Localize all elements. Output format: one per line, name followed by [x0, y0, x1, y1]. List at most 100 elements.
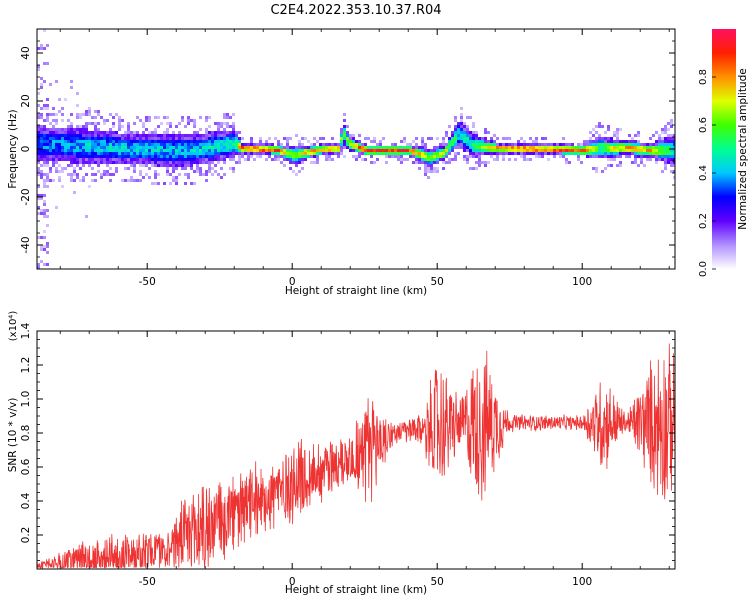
spectrogram-cell-594	[133, 155, 136, 158]
spectrogram-cell-186	[58, 110, 61, 113]
spectrogram-cell-2105	[667, 143, 670, 146]
spectrogram-cell-1061	[229, 137, 232, 140]
spectrogram-cell-2039	[646, 146, 649, 149]
spectrogram-cell-161	[52, 155, 55, 158]
spectrogram-y-tick-label: -40	[20, 236, 32, 253]
spectrogram-cell-1657	[475, 140, 478, 143]
spectrogram-cell-358	[88, 110, 91, 113]
spectrogram-cell-1205	[289, 155, 292, 158]
spectrogram-cell-890	[193, 140, 196, 143]
spectrogram-cell-367	[88, 149, 91, 152]
spectrogram-cell-898	[193, 170, 196, 173]
spectrogram-cell-2070	[658, 146, 661, 149]
spectrogram-cell-1318	[340, 149, 343, 152]
spectrogram-cell-792	[172, 170, 175, 173]
spectrogram-cell-1027	[220, 176, 223, 179]
spectrogram-cell-612	[136, 161, 139, 164]
spectrogram-cell-652	[145, 149, 148, 152]
spectrogram-cell-621	[139, 152, 142, 155]
spectrogram-cell-2041	[646, 152, 649, 155]
spectrogram-cell-998	[214, 170, 217, 173]
spectrogram-cell-667	[148, 149, 151, 152]
spectrogram-cell-2012	[634, 152, 637, 155]
spectrogram-cell-1148	[262, 149, 265, 152]
spectrogram-cell-1040	[223, 155, 226, 158]
spectrogram-cell-1497	[427, 158, 430, 161]
spectrogram-cell-1752	[517, 143, 520, 146]
spectrogram-cell-579	[130, 155, 133, 158]
spectrogram-cell-1838	[565, 146, 568, 149]
spectrogram-cell-2106	[667, 146, 670, 149]
spectrogram-cell-593	[133, 152, 136, 155]
spectrogram-cell-1661	[475, 152, 478, 155]
spectrogram-cell-1162	[271, 143, 274, 146]
spectrogram-cell-1368	[361, 158, 364, 161]
spectrogram-cell-250	[70, 122, 73, 125]
spectrogram-cell-43	[40, 137, 43, 140]
spectrogram-cell-200	[58, 176, 61, 179]
spectrogram-cell-584	[130, 179, 133, 182]
spectrogram-cell-1317	[340, 146, 343, 149]
spectrogram-cell-1964	[616, 134, 619, 137]
spectrogram-cell-1269	[316, 149, 319, 152]
spectrogram-cell-1509	[430, 164, 433, 167]
spectrogram-cell-356	[85, 215, 88, 218]
spectrogram-cell-130	[46, 263, 49, 266]
spectrogram-cell-2033	[643, 146, 646, 149]
spectrogram-cell-1527	[436, 167, 439, 170]
spectrogram-cell-654	[145, 155, 148, 158]
spectrogram-cell-1159	[268, 149, 271, 152]
snr-x-axis: -50 0 50 100	[59, 331, 670, 588]
spectrogram-cell-1342	[349, 146, 352, 149]
snr-y-axis: 0.20.40.60.81.01.21.4	[20, 322, 675, 570]
spectrogram-cell-402	[94, 152, 97, 155]
spectrogram-cell-967	[208, 155, 211, 158]
spectrogram-cell-2113	[670, 122, 673, 125]
spectrogram-cell-959	[208, 131, 211, 134]
spectrogram-cell-1452	[412, 140, 415, 143]
spectrogram-cell-2118	[670, 143, 673, 146]
spectrogram-cell-841	[184, 137, 187, 140]
spectrogram-cell-772	[169, 152, 172, 155]
spectrogram-cell-1818	[553, 146, 556, 149]
spectrogram-cell-674	[151, 131, 154, 134]
spectrogram-cell-478	[109, 152, 112, 155]
spectrogram-cell-1788	[535, 146, 538, 149]
spectrogram-cell-314	[79, 146, 82, 149]
spectrogram-cell-1481	[421, 161, 424, 164]
spectrogram-cell-462	[106, 152, 109, 155]
spectrogram-cell-1065	[229, 149, 232, 152]
spectrogram-cell-1758	[520, 146, 523, 149]
spectrogram-cell-1174	[277, 143, 280, 146]
spectrogram-cell-1823	[556, 146, 559, 149]
spectrogram-cell-1433	[400, 155, 403, 158]
spectrogram-cell-45	[40, 143, 43, 146]
spectrogram-cell-1441	[403, 158, 406, 161]
spectrogram-cell-1172	[274, 158, 277, 161]
spectrogram-cell-1072	[232, 125, 235, 128]
spectrogram-cell-416	[97, 143, 100, 146]
spectrogram-cell-158	[52, 146, 55, 149]
spectrogram-cell-1089	[235, 140, 238, 143]
spectrogram-cell-1984	[622, 146, 625, 149]
spectrogram-cell-1326	[343, 137, 346, 140]
spectrogram-cell-734	[163, 134, 166, 137]
spectrogram-cell-1253	[307, 155, 310, 158]
spectrogram-cell-523	[118, 146, 121, 149]
spectrogram-cell-1730	[502, 158, 505, 161]
spectrogram-cell-1538	[442, 146, 445, 149]
spectrogram-cell-312	[79, 140, 82, 143]
spectrogram-cell-1647	[472, 140, 475, 143]
spectrogram-cell-1759	[520, 149, 523, 152]
spectrogram-cell-1889	[592, 146, 595, 149]
spectrogram-cell-942	[205, 128, 208, 131]
spectrogram-cell-1977	[619, 149, 622, 152]
spectrogram-cell-1689	[484, 152, 487, 155]
spectrogram-cell-1123	[250, 140, 253, 143]
spectrogram-cell-1020	[220, 143, 223, 146]
spectrogram-cell-1074	[232, 131, 235, 134]
spectrogram-cell-566	[127, 155, 130, 158]
spectrogram-cell-516	[118, 122, 121, 125]
spectrogram-cell-2049	[649, 155, 652, 158]
spectrogram-cell-585	[133, 122, 136, 125]
